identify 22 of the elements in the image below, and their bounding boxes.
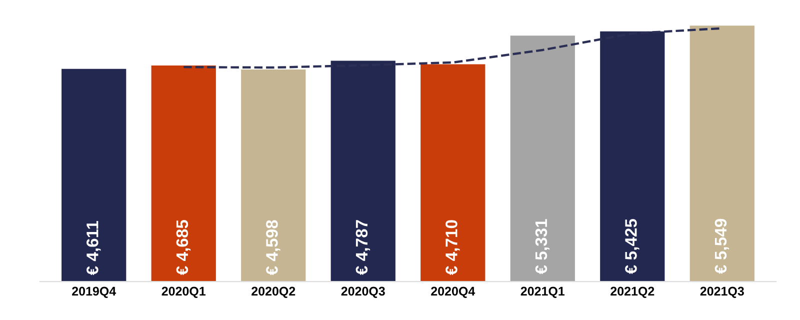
data-label: € 4,685 (176, 220, 190, 276)
x-tick-label: 2020Q2 (252, 286, 296, 298)
x-tick-label: 2020Q1 (162, 286, 206, 298)
data-label: € 4,710 (446, 220, 460, 275)
bar (151, 65, 216, 282)
data-label: € 5,549 (714, 218, 730, 274)
data-label: € 4,598 (266, 220, 280, 276)
bar (420, 64, 486, 282)
data-label: € 5,425 (625, 218, 640, 274)
data-label: € 4,787 (356, 220, 370, 275)
x-tick-label: 2020Q3 (341, 286, 385, 298)
bar (510, 36, 575, 282)
bar (62, 68, 126, 282)
x-tick-label: 2020Q4 (431, 286, 476, 298)
data-label: € 4,611 (86, 220, 101, 276)
bar (241, 69, 306, 282)
bar (690, 26, 754, 282)
x-tick-label: 2021Q3 (700, 286, 744, 298)
data-label: € 5,331 (535, 219, 550, 274)
x-tick-label: 2021Q1 (520, 286, 565, 298)
x-tick-label: 2021Q2 (610, 286, 654, 298)
x-tick-label: 2019Q4 (72, 286, 116, 298)
